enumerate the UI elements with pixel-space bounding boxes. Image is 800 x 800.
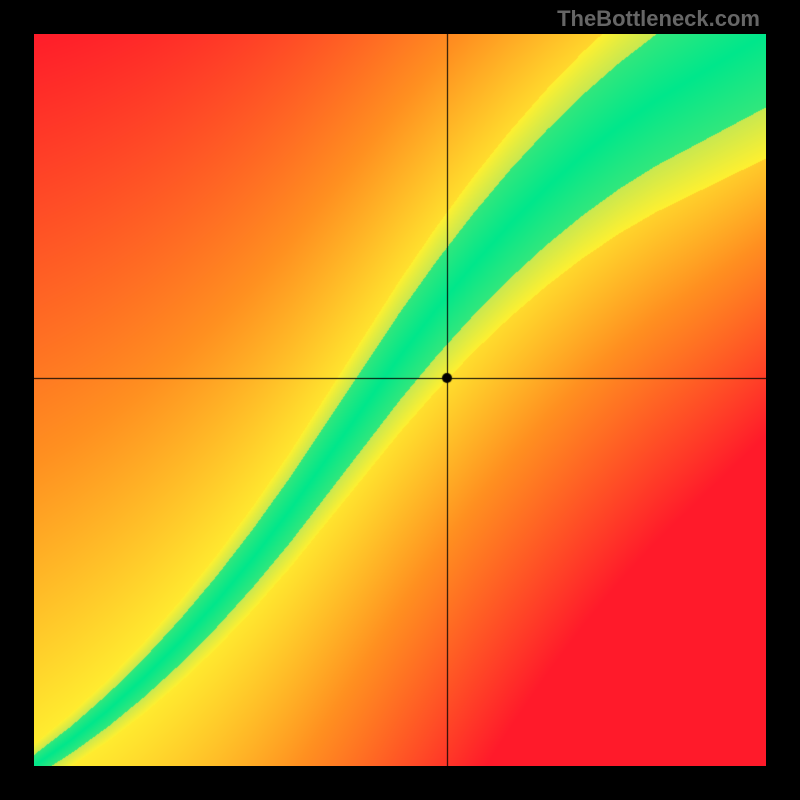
- bottleneck-heatmap: [34, 34, 766, 766]
- watermark-text: TheBottleneck.com: [557, 6, 760, 32]
- chart-container: TheBottleneck.com: [0, 0, 800, 800]
